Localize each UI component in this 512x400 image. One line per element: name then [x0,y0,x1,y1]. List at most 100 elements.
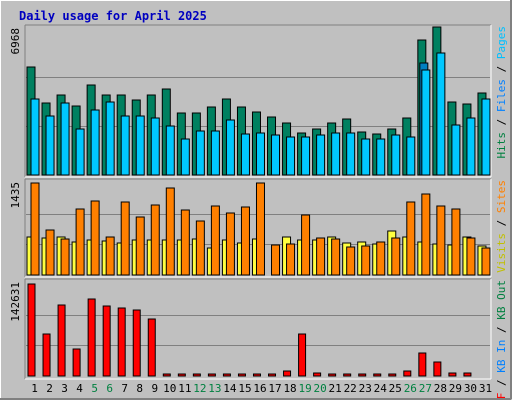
bar-sites-day-19 [301,214,311,276]
bar-kb-f-day-4 [72,348,81,377]
bar-sites-day-9 [150,204,160,276]
x-tick-label: 4 [76,382,83,395]
bar-pages-day-24 [376,138,386,176]
bar-kb-f-day-22 [343,373,352,377]
bar-sites-day-21 [331,238,341,276]
bar-kb-f-day-10 [162,373,171,377]
x-tick-label: 7 [121,382,128,395]
bar-sites-day-16 [255,182,265,276]
x-tick-label: 18 [283,382,296,395]
chart-title: Daily usage for April 2025 [19,9,207,23]
bar-pages-day-18 [286,136,296,176]
y-max-label: 1435 [9,182,22,209]
bar-pages-day-3 [60,102,70,176]
bar-pages-day-8 [135,115,145,176]
x-tick-label: 25 [389,382,402,395]
bar-pages-day-4 [75,128,85,176]
y-max-label: 6968 [9,28,22,55]
bar-pages-day-12 [195,130,205,176]
bar-pages-day-30 [466,117,476,176]
bar-sites-day-27 [421,193,431,276]
bar-kb-f-day-12 [192,373,201,377]
bar-sites-day-8 [135,216,145,276]
bar-kb-f-day-6 [102,305,111,377]
legend-entry: Sites [495,180,508,213]
bar-kb-f-day-16 [252,373,261,377]
bar-pages-day-1 [30,98,40,176]
x-tick-label: 22 [344,382,357,395]
x-tick-label: 29 [449,382,462,395]
bar-kb-f-day-13 [207,373,216,377]
bar-sites-day-10 [165,187,175,276]
legend-hits: Hits / Files / Pages [495,26,508,159]
bar-kb-f-day-18 [283,370,292,377]
bar-kb-f-day-24 [373,373,382,377]
bar-kb-f-day-2 [42,333,51,377]
bar-kb-f-day-3 [57,304,66,377]
bar-sites-day-1 [30,182,40,276]
bar-pages-day-13 [210,130,220,176]
bar-sites-day-29 [451,208,461,276]
bar-pages-day-11 [180,138,190,176]
bar-sites-day-22 [346,246,356,276]
legend-entry: Pages [495,26,508,59]
legend-entry: KB Out [495,280,508,320]
x-tick-label: 11 [178,382,191,395]
bar-sites-day-11 [180,209,190,276]
bar-sites-day-18 [286,243,296,276]
legend-entry: Files [495,79,508,112]
bar-kb-f-day-30 [463,372,472,377]
bar-sites-day-28 [436,205,446,276]
y-max-label: 142631 [9,282,22,322]
x-tick-label: 10 [163,382,176,395]
x-tick-label: 23 [359,382,372,395]
bar-kb-f-day-29 [448,372,457,377]
bar-kb-f-day-21 [328,373,337,377]
panel-sites: 1435 Visits / Sites [9,178,508,278]
legend-entry: Hits [495,132,508,159]
bar-kb-f-day-17 [268,373,277,377]
x-tick-label: 26 [404,382,417,395]
x-tick-label: 17 [268,382,281,395]
bar-sites-day-17 [271,244,281,276]
bar-sites-day-23 [361,245,371,276]
bar-sites-day-7 [120,201,130,276]
bar-sites-day-4 [75,208,85,276]
x-tick-label: 21 [329,382,342,395]
x-tick-label: 12 [193,382,206,395]
legend-sites: Visits / Sites [495,180,508,273]
bar-pages-day-27 [421,69,431,176]
x-tick-label: 14 [223,382,237,395]
legend-entry: / [495,213,508,233]
bar-sites-day-3 [60,238,70,276]
x-tick-label: 30 [464,382,477,395]
bar-pages-day-29 [451,124,461,176]
bar-sites-day-6 [105,236,115,276]
bar-kb-f-day-26 [403,370,412,377]
x-tick-label: 31 [479,382,492,395]
x-tick-label: 3 [61,382,68,395]
bar-sites-day-24 [376,241,386,276]
x-tick-label: 8 [136,382,143,395]
x-tick-label: 5 [91,382,98,395]
bar-pages-day-19 [301,136,311,176]
bar-sites-day-26 [406,201,416,276]
x-tick-label: 2 [46,382,53,395]
panel-kbytes: 142631KB F / KB In / KB Out [9,278,508,400]
bar-kb-f-day-8 [132,309,141,377]
bar-sites-day-2 [45,229,55,276]
bar-pages-day-21 [331,132,341,176]
bar-kb-f-day-19 [298,333,307,377]
bar-pages-day-6 [105,101,115,176]
bar-sites-day-20 [316,237,326,276]
x-tick-label: 20 [314,382,327,395]
bar-pages-day-7 [120,115,130,176]
legend-entry: Visits [495,233,508,273]
bar-pages-day-25 [391,134,401,176]
bar-kb-f-day-11 [177,373,186,377]
panel-hits: 6968 Hits / Files / Pages [9,24,508,178]
legend-entry: / [495,59,508,79]
bar-kb-f-day-28 [433,361,442,377]
x-tick-label: 19 [298,382,311,395]
